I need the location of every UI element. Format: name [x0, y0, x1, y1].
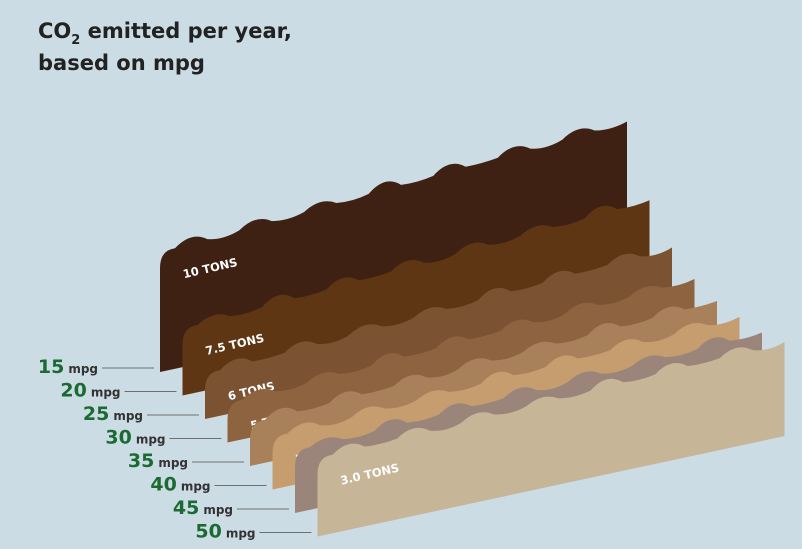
- mpg-value: 35: [128, 450, 154, 472]
- mpg-label: 45 mpg: [173, 497, 233, 519]
- mpg-unit: mpg: [181, 480, 211, 494]
- mpg-value: 30: [105, 427, 131, 449]
- title-line-2: based on mpg: [38, 51, 205, 75]
- mpg-unit: mpg: [68, 362, 98, 376]
- mpg-label: 40 mpg: [150, 474, 210, 496]
- mpg-value: 15: [38, 356, 64, 378]
- mpg-label: 15 mpg: [38, 356, 98, 378]
- mpg-axis-labels: 15 mpg 20 mpg 25 mpg 30 mpg 35 mpg 40 mpg 45 mpg 50 mpg: [38, 356, 312, 543]
- chart-title: CO2 emitted per year, based on mpg: [38, 19, 292, 75]
- mpg-value: 40: [150, 474, 176, 496]
- mpg-label: 50 mpg: [195, 521, 255, 543]
- mpg-unit: mpg: [203, 503, 233, 517]
- mpg-unit: mpg: [136, 433, 166, 447]
- mpg-unit: mpg: [113, 409, 143, 423]
- mpg-label: 25 mpg: [83, 403, 143, 425]
- mpg-value: 25: [83, 403, 109, 425]
- mpg-unit: mpg: [158, 456, 188, 470]
- mpg-value: 20: [60, 380, 86, 402]
- mpg-unit: mpg: [226, 527, 256, 541]
- mpg-label: 30 mpg: [105, 427, 165, 449]
- mpg-unit: mpg: [91, 386, 121, 400]
- mpg-value: 50: [195, 521, 221, 543]
- mpg-value: 45: [173, 497, 199, 519]
- mpg-label: 35 mpg: [128, 450, 188, 472]
- emission-layer-50mpg: [317, 342, 785, 537]
- mpg-label: 20 mpg: [60, 380, 120, 402]
- title-line-1: CO2 emitted per year,: [38, 19, 292, 48]
